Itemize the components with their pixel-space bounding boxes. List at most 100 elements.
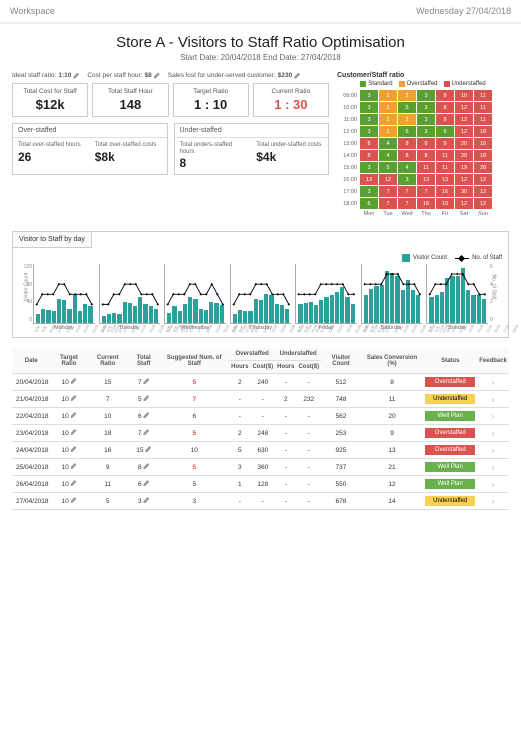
table-cell: 9: [361, 425, 423, 442]
params-line: Ideal staff ratio: 1:10 Cost per staff h…: [12, 72, 329, 79]
heat-cell: 1: [379, 126, 397, 137]
heatmap: Customer/Staff ratio Standard Overstaffe…: [337, 72, 509, 221]
heat-row-label: 10:00: [337, 102, 359, 113]
heat-cell: 8: [398, 150, 416, 161]
legend-over-icon: [399, 81, 405, 87]
heat-cell: 18: [474, 150, 492, 161]
table-cell: 20: [361, 408, 423, 425]
pencil-icon[interactable]: [294, 73, 300, 79]
heat-cell: 20: [455, 138, 473, 149]
table-header: Total Staff: [128, 348, 159, 374]
table-cell: 248: [250, 425, 275, 442]
heat-cell: 13: [360, 174, 378, 185]
table-row: 27/04/201810 53 3----67814Understaffed: [12, 493, 509, 510]
table-cell: 7: [87, 391, 128, 408]
table-cell: 6: [159, 408, 229, 425]
status-badge: Overstaffed: [425, 445, 475, 455]
table-cell: 550: [321, 476, 361, 493]
heat-cell: 6: [360, 198, 378, 209]
heat-col-label: Tue: [379, 210, 397, 221]
table-subheader: Cost($): [296, 361, 321, 374]
table-cell: 3: [229, 459, 250, 476]
pencil-icon[interactable]: [71, 378, 77, 384]
heat-col-label: Thu: [417, 210, 435, 221]
heat-row-label: 12:00: [337, 126, 359, 137]
table-cell: 5: [87, 493, 128, 510]
tab-visitor-staff[interactable]: Visitor to Staff by day: [13, 232, 92, 248]
pencil-icon[interactable]: [73, 73, 79, 79]
table-cell: 16: [87, 442, 128, 459]
chevron-right-icon[interactable]: [490, 378, 496, 384]
pencil-icon[interactable]: [71, 497, 77, 503]
heat-cell: 18: [474, 138, 492, 149]
legend-under-icon: [444, 81, 450, 87]
pencil-icon[interactable]: [71, 480, 77, 486]
mini-chart: 8:009:0010:0011:0012:0013:0014:0015:0016…: [33, 264, 95, 324]
heat-cell: 16: [436, 186, 454, 197]
chevron-right-icon[interactable]: [490, 412, 496, 418]
table-cell: -: [296, 374, 321, 391]
page-subtitle: Start Date: 20/04/2018 End Date: 27/04/2…: [12, 53, 509, 62]
pencil-icon[interactable]: [143, 395, 149, 401]
table-cell: 2: [229, 425, 250, 442]
pencil-icon[interactable]: [71, 463, 77, 469]
pencil-icon[interactable]: [143, 497, 149, 503]
chevron-right-icon[interactable]: [490, 395, 496, 401]
pencil-icon[interactable]: [143, 480, 149, 486]
chevron-right-icon[interactable]: [490, 497, 496, 503]
table-cell: 18: [87, 425, 128, 442]
pencil-icon[interactable]: [145, 446, 151, 452]
table-cell: -: [296, 493, 321, 510]
table-cell: 5: [229, 442, 250, 459]
table-cell: 240: [250, 374, 275, 391]
workspace-label: Workspace: [10, 6, 55, 16]
heat-cell: 28: [474, 162, 492, 173]
table-cell: 562: [321, 408, 361, 425]
table-cell: 128: [250, 476, 275, 493]
header-date: Wednesday 27/04/2018: [416, 6, 511, 16]
status-badge: Understaffed: [425, 394, 475, 404]
heat-cell: 8: [436, 90, 454, 101]
heat-cell: 12: [455, 102, 473, 113]
chevron-right-icon[interactable]: [490, 446, 496, 452]
pencil-icon[interactable]: [71, 429, 77, 435]
heat-cell: 18: [474, 126, 492, 137]
heat-legend: Standard Overstaffed Understaffed: [337, 81, 509, 87]
table-cell: 5: [159, 374, 229, 391]
chevron-right-icon[interactable]: [490, 463, 496, 469]
pencil-icon[interactable]: [71, 412, 77, 418]
pencil-icon[interactable]: [143, 378, 149, 384]
heat-row-label: 09:00: [337, 90, 359, 101]
table-cell: 14: [361, 493, 423, 510]
table-cell: 25/04/2018: [12, 459, 51, 476]
heat-row-label: 13:00: [337, 138, 359, 149]
heat-cell: 3: [417, 114, 435, 125]
heat-cell: 5: [379, 162, 397, 173]
heat-cell: 8: [360, 150, 378, 161]
heat-cell: 8: [436, 102, 454, 113]
pencil-icon[interactable]: [143, 429, 149, 435]
heat-cell: 7: [398, 186, 416, 197]
table-cell: 15: [128, 442, 159, 459]
heat-row-label: 16:00: [337, 174, 359, 185]
heat-cell: 12: [474, 174, 492, 185]
table-cell: -: [275, 408, 296, 425]
table-cell: -: [229, 408, 250, 425]
pencil-icon[interactable]: [143, 463, 149, 469]
pencil-icon[interactable]: [143, 412, 149, 418]
pencil-icon[interactable]: [71, 446, 77, 452]
heat-cell: 3: [360, 162, 378, 173]
table-cell: 8: [128, 459, 159, 476]
heat-cell: 11: [417, 162, 435, 173]
chevron-right-icon[interactable]: [490, 429, 496, 435]
table-cell: 10: [51, 425, 88, 442]
table-cell: 27/04/2018: [12, 493, 51, 510]
table-cell: -: [250, 493, 275, 510]
pencil-icon[interactable]: [71, 395, 77, 401]
card-total-cost: Total Cost for Staff$12k: [12, 83, 88, 117]
chevron-right-icon[interactable]: [490, 480, 496, 486]
heat-cell: 6: [436, 126, 454, 137]
card-target-ratio: Target Ratio1 : 10: [173, 83, 249, 117]
pencil-icon[interactable]: [154, 73, 160, 79]
table-cell: 24/04/2018: [12, 442, 51, 459]
